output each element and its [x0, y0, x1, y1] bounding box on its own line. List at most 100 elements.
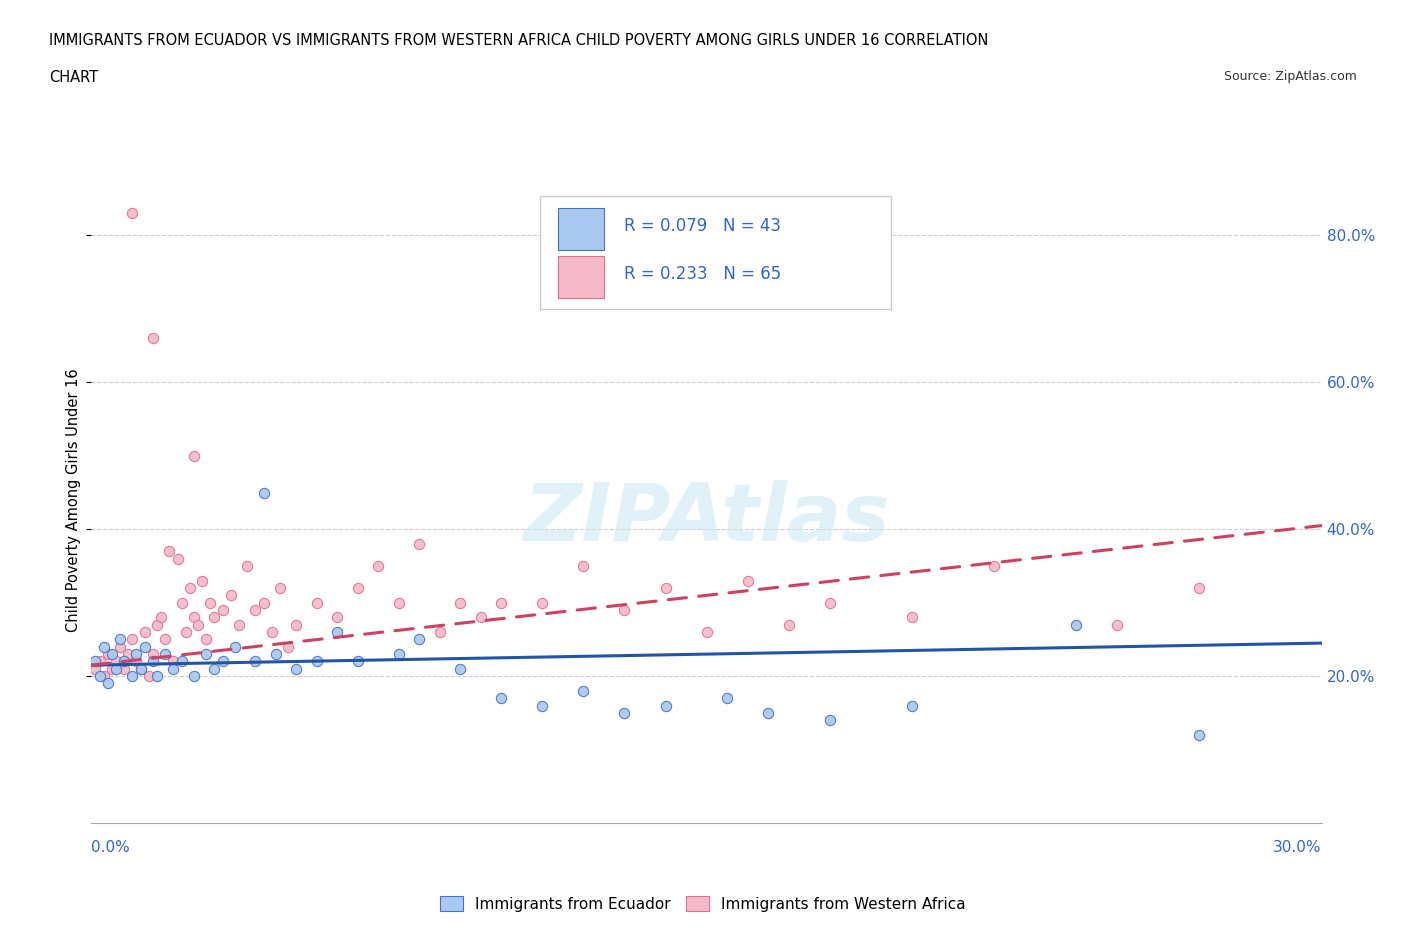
Point — [285, 618, 308, 632]
Point — [1187, 580, 1209, 595]
Point — [285, 661, 308, 676]
Point — [449, 661, 471, 676]
Point — [183, 448, 205, 463]
Point — [150, 610, 173, 625]
Point — [195, 632, 218, 647]
Text: ZIPAtlas: ZIPAtlas — [523, 480, 890, 558]
Point — [654, 698, 676, 713]
Point — [153, 646, 177, 661]
Point — [491, 595, 513, 610]
Point — [326, 610, 349, 625]
Point — [449, 595, 471, 610]
Point — [367, 559, 389, 574]
Point — [93, 639, 115, 654]
Point — [112, 661, 135, 676]
Point — [245, 654, 267, 669]
Point — [146, 669, 169, 684]
Point — [572, 684, 595, 698]
Point — [228, 618, 250, 632]
Point — [153, 632, 177, 647]
Point — [142, 646, 165, 661]
Point — [1105, 618, 1128, 632]
Point — [211, 654, 233, 669]
Point — [253, 595, 276, 610]
Point — [121, 206, 143, 220]
Point — [117, 646, 139, 661]
Point — [108, 639, 131, 654]
Point — [138, 669, 160, 684]
Point — [269, 580, 291, 595]
Point — [183, 669, 205, 684]
Point — [125, 654, 148, 669]
Point — [170, 595, 193, 610]
Point — [93, 669, 115, 684]
Point — [191, 573, 214, 588]
Point — [654, 580, 676, 595]
Point — [347, 580, 370, 595]
Point — [388, 646, 411, 661]
Point — [134, 639, 156, 654]
Point — [470, 610, 492, 625]
Point — [1064, 618, 1087, 632]
Point — [146, 618, 169, 632]
Point — [737, 573, 759, 588]
Text: IMMIGRANTS FROM ECUADOR VS IMMIGRANTS FROM WESTERN AFRICA CHILD POVERTY AMONG GI: IMMIGRANTS FROM ECUADOR VS IMMIGRANTS FR… — [49, 33, 988, 47]
Point — [531, 698, 554, 713]
Point — [572, 559, 595, 574]
Point — [388, 595, 411, 610]
Point — [818, 595, 841, 610]
Point — [121, 669, 143, 684]
Point — [531, 595, 554, 610]
Point — [756, 706, 779, 721]
Point — [326, 625, 349, 640]
Point — [818, 712, 841, 727]
Point — [195, 646, 218, 661]
Point — [260, 625, 283, 640]
Point — [224, 639, 246, 654]
Text: CHART: CHART — [49, 70, 98, 85]
Text: R = 0.079   N = 43: R = 0.079 N = 43 — [624, 218, 782, 235]
Point — [695, 625, 717, 640]
Point — [134, 625, 156, 640]
Point — [277, 639, 299, 654]
Text: 0.0%: 0.0% — [91, 840, 131, 855]
Point — [202, 661, 225, 676]
Point — [157, 544, 180, 559]
Point — [179, 580, 201, 595]
Point — [183, 610, 205, 625]
Point — [125, 646, 148, 661]
Point — [112, 654, 135, 669]
Point — [900, 610, 922, 625]
Point — [983, 559, 1005, 574]
Point — [245, 603, 267, 618]
Point — [264, 646, 287, 661]
Point — [162, 654, 184, 669]
Point — [108, 632, 131, 647]
Point — [253, 485, 276, 500]
Point — [219, 588, 242, 603]
Point — [162, 661, 184, 676]
Point — [129, 661, 152, 676]
Point — [200, 595, 222, 610]
Point — [89, 669, 111, 684]
Point — [347, 654, 370, 669]
Point — [174, 625, 197, 640]
Point — [305, 595, 328, 610]
Point — [101, 661, 124, 676]
FancyBboxPatch shape — [540, 196, 891, 309]
Point — [97, 676, 120, 691]
Point — [408, 537, 430, 551]
Point — [202, 610, 225, 625]
Point — [84, 661, 107, 676]
Point — [170, 654, 193, 669]
Point — [97, 646, 120, 661]
Point — [305, 654, 328, 669]
Point — [211, 603, 233, 618]
Point — [716, 691, 738, 706]
Point — [778, 618, 800, 632]
Point — [613, 706, 636, 721]
Point — [166, 551, 188, 566]
Point — [491, 691, 513, 706]
FancyBboxPatch shape — [558, 256, 605, 298]
Point — [84, 654, 107, 669]
